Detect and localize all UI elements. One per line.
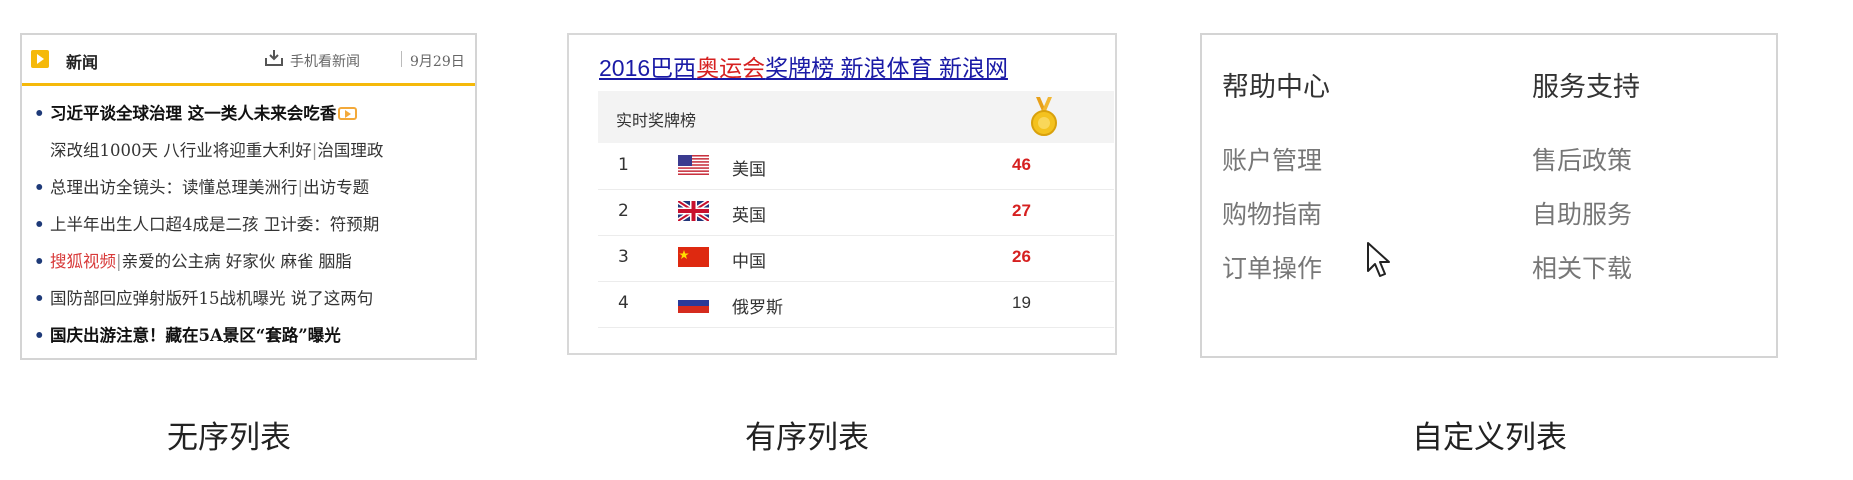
- country-name: 美国: [732, 160, 766, 180]
- news-list: • 习近平谈全球治理 这一类人未来会吃香 深改组1000天 八行业将迎重大利好|治国…: [34, 99, 469, 358]
- flag-uk-icon: [678, 201, 709, 221]
- bullet-icon: •: [34, 252, 45, 271]
- caption-definition: 自定义列表: [1412, 420, 1567, 456]
- help-column-title: 服务支持: [1532, 72, 1640, 103]
- news-link-text[interactable]: 国防部回应弹射版歼15战机曝光 说了这两句: [50, 289, 374, 308]
- help-link[interactable]: 自助服务: [1532, 200, 1633, 229]
- help-link[interactable]: 相关下载: [1532, 254, 1633, 283]
- header-text-c: 奖牌榜 新浪体育 新浪网: [765, 55, 1008, 81]
- download-icon[interactable]: [264, 49, 284, 67]
- news-link-text[interactable]: 治国理政: [317, 141, 384, 160]
- inline-separator: |: [297, 178, 304, 197]
- caption-unordered: 无序列表: [167, 420, 291, 456]
- help-link[interactable]: 购物指南: [1222, 200, 1323, 229]
- news-list-item[interactable]: • 搜狐视频|亲爱的公主病 好家伙 麻雀 胭脂: [34, 247, 469, 284]
- medal-row: 1 美国 46: [598, 143, 1114, 190]
- medal-row: 3 中国 26: [598, 235, 1114, 282]
- medal-count: 26: [1012, 247, 1031, 266]
- news-list-item[interactable]: • 习近平谈全球治理 这一类人未来会吃香: [34, 99, 469, 136]
- rank-number: 1: [618, 155, 629, 175]
- news-header: 新闻 手机看新闻 9月29日: [22, 35, 475, 86]
- country-name: 中国: [732, 252, 766, 272]
- mobile-news-link[interactable]: 手机看新闻: [290, 54, 360, 70]
- news-list-item[interactable]: • 上半年出生人口超4成是二孩 卫计委：符预期: [34, 210, 469, 247]
- gold-medal-icon: [1031, 97, 1057, 136]
- caption-ordered: 有序列表: [745, 420, 869, 456]
- news-link-text[interactable]: 搜狐视频: [50, 252, 116, 271]
- news-panel: 新闻 手机看新闻 9月29日 • 习近平谈全球治理 这一类人未来会吃香 深改组100…: [20, 33, 477, 360]
- realtime-label: 实时奖牌榜: [616, 111, 697, 130]
- medal-row: 4 俄罗斯 19: [598, 281, 1114, 328]
- flag-ru-icon: [678, 293, 709, 313]
- inline-separator: |: [311, 141, 318, 160]
- news-play-icon: [31, 50, 49, 68]
- medal-header-link[interactable]: 2016巴西奥运会奖牌榜 新浪体育 新浪网: [599, 49, 1008, 83]
- medal-subheader: 实时奖牌榜: [598, 91, 1114, 143]
- video-icon[interactable]: [338, 107, 358, 120]
- news-date: 9月29日: [410, 54, 465, 70]
- rank-number: 2: [618, 201, 629, 221]
- country-name: 俄罗斯: [732, 298, 783, 318]
- header-text-a: 2016巴西: [599, 55, 697, 81]
- medal-row: 2 英国 27: [598, 189, 1114, 236]
- news-link-text[interactable]: 习近平谈全球治理 这一类人未来会吃香: [50, 104, 337, 123]
- news-link-text[interactable]: 国庆出游注意！藏在5A景区“套路”曝光: [50, 326, 341, 345]
- flag-us-icon: [678, 155, 709, 175]
- news-title: 新闻: [66, 53, 99, 72]
- header-text-b: 奥运会: [696, 55, 766, 81]
- header-divider: [401, 51, 402, 67]
- country-name: 英国: [732, 206, 766, 226]
- mouse-cursor-icon: [1367, 242, 1390, 277]
- help-panel: 帮助中心账户管理购物指南订单操作 服务支持售后政策自助服务相关下载: [1200, 33, 1778, 358]
- news-list-item[interactable]: • 国防部回应弹射版歼15战机曝光 说了这两句: [34, 284, 469, 321]
- help-link[interactable]: 账户管理: [1222, 146, 1323, 175]
- bullet-icon: •: [34, 326, 45, 345]
- bullet-icon: •: [34, 104, 45, 123]
- news-list-item[interactable]: • 国庆出游注意！藏在5A景区“套路”曝光: [34, 321, 469, 358]
- news-link-text[interactable]: 总理出访全镜头：读懂总理美洲行: [50, 178, 298, 197]
- news-link-text[interactable]: 上半年出生人口超4成是二孩 卫计委：符预期: [50, 215, 380, 234]
- flag-cn-icon: [678, 247, 709, 267]
- bullet-icon: •: [34, 289, 45, 308]
- inline-separator: |: [116, 252, 122, 271]
- news-link-text[interactable]: 深改组1000天 八行业将迎重大利好: [50, 141, 312, 160]
- news-link-text[interactable]: 出访专题: [303, 178, 370, 197]
- help-column-title: 帮助中心: [1222, 72, 1330, 103]
- help-link[interactable]: 售后政策: [1532, 146, 1633, 175]
- news-list-item[interactable]: 深改组1000天 八行业将迎重大利好|治国理政: [34, 136, 469, 173]
- medal-count: 19: [1012, 293, 1031, 312]
- bullet-icon: •: [34, 178, 45, 197]
- medal-panel: 2016巴西奥运会奖牌榜 新浪体育 新浪网 实时奖牌榜 1 美国 46 2 英国 27 3 中…: [567, 33, 1117, 355]
- help-link[interactable]: 订单操作: [1222, 254, 1323, 283]
- medal-count: 27: [1012, 201, 1031, 220]
- news-link-text[interactable]: 亲爱的公主病 好家伙 麻雀 胭脂: [121, 252, 352, 271]
- medal-count: 46: [1012, 155, 1031, 174]
- news-list-item[interactable]: • 总理出访全镜头：读懂总理美洲行|出访专题: [34, 173, 469, 210]
- rank-number: 3: [618, 247, 629, 267]
- rank-number: 4: [618, 293, 629, 313]
- bullet-icon: •: [34, 215, 45, 234]
